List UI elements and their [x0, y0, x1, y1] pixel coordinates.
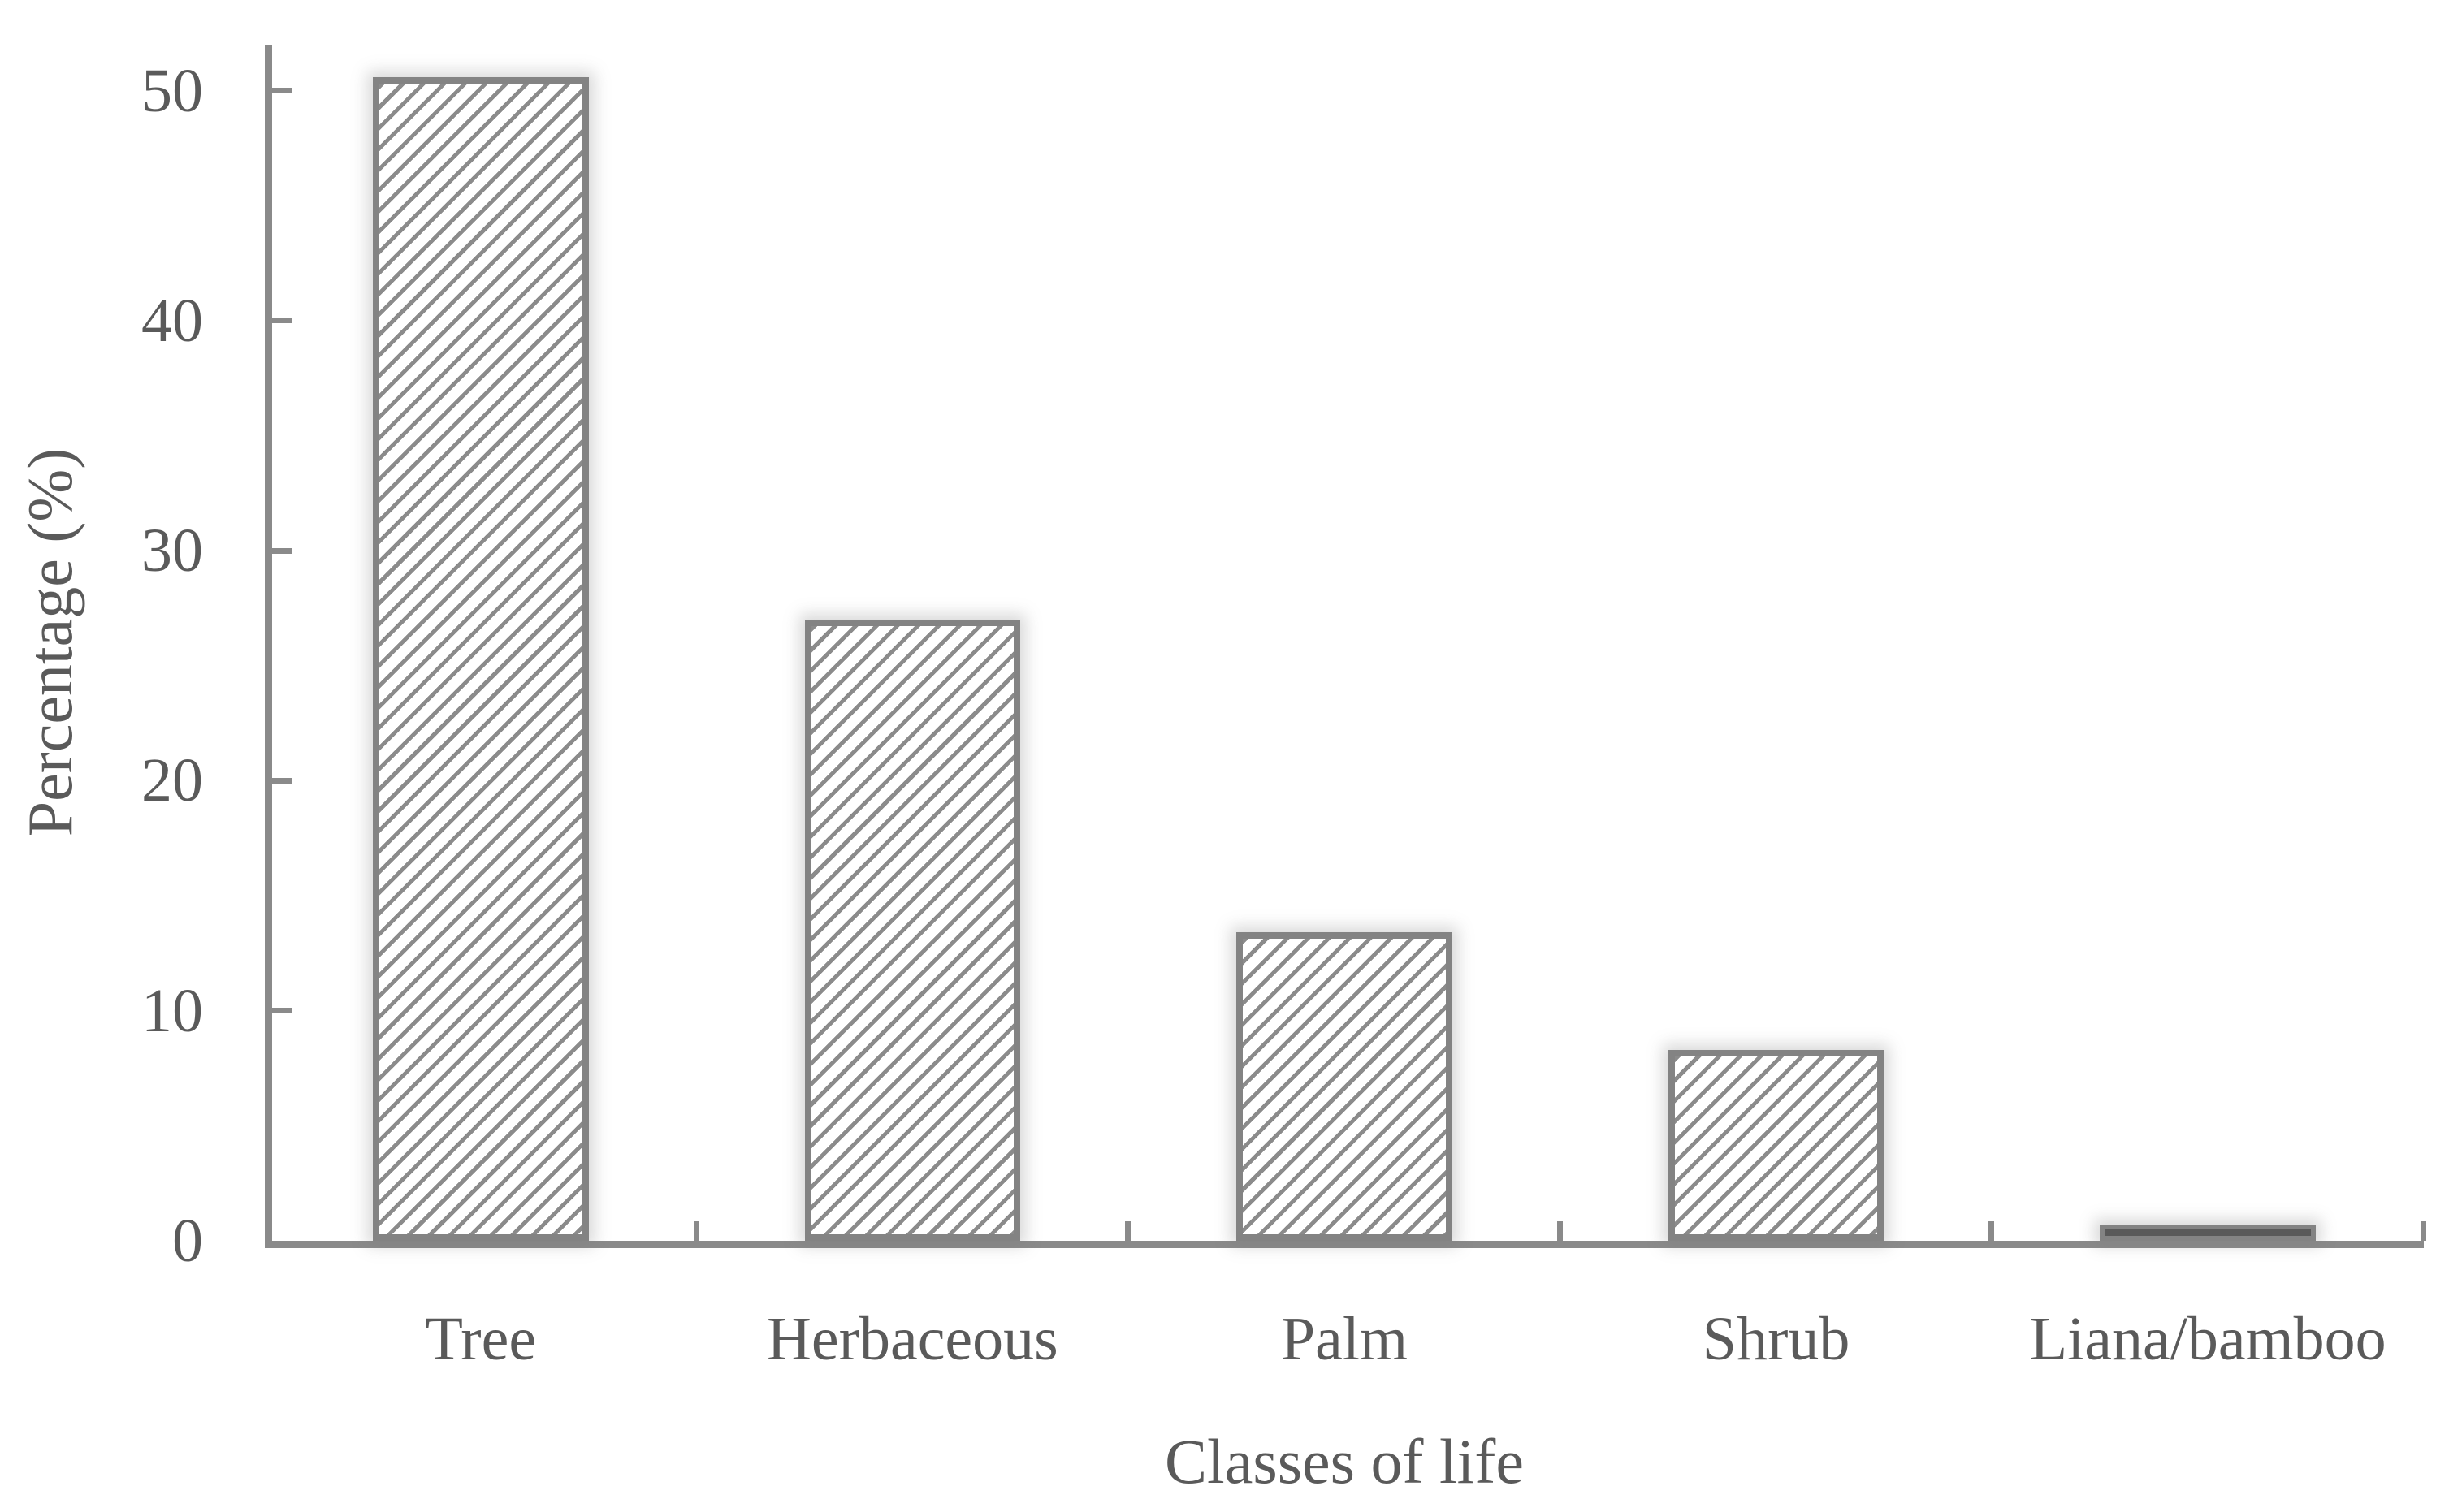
y-tick-label: 10: [141, 976, 203, 1045]
y-tick: [272, 88, 292, 94]
y-tick-label: 0: [172, 1207, 203, 1275]
x-tick: [1988, 1221, 1995, 1241]
y-tick-label: 20: [141, 746, 203, 815]
bar-palm: [1236, 932, 1452, 1241]
y-axis-line: [265, 45, 272, 1248]
plot-area: 0 10 20 30 40 50 Tree Herbaceous Palm Shrub Liana…: [141, 45, 2426, 1373]
y-tick-label: 30: [141, 516, 203, 585]
x-axis-end-tick: [2421, 1221, 2426, 1241]
x-tick: [693, 1221, 699, 1241]
category-label: Palm: [1280, 1305, 1408, 1373]
bar-liana-bamboo: [2100, 1225, 2317, 1241]
bar-tree: [372, 76, 589, 1241]
y-tick: [272, 777, 292, 784]
x-tick: [1125, 1221, 1131, 1241]
x-tick: [1556, 1221, 1563, 1241]
category-label: Herbaceous: [767, 1305, 1058, 1373]
category-label: Tree: [425, 1305, 537, 1373]
bar-shrub: [1668, 1049, 1884, 1241]
y-tick: [272, 547, 292, 554]
category-label: Shrub: [1702, 1305, 1850, 1373]
x-axis-title: Classes of life: [1165, 1426, 1524, 1497]
category-label: Liana/bamboo: [2029, 1305, 2386, 1373]
y-tick-label: 50: [141, 56, 203, 125]
y-tick: [272, 318, 292, 324]
x-axis-line: [265, 1241, 2424, 1248]
bar-herbaceous: [804, 620, 1021, 1241]
y-tick: [272, 1008, 292, 1014]
y-tick-label: 40: [141, 286, 203, 355]
